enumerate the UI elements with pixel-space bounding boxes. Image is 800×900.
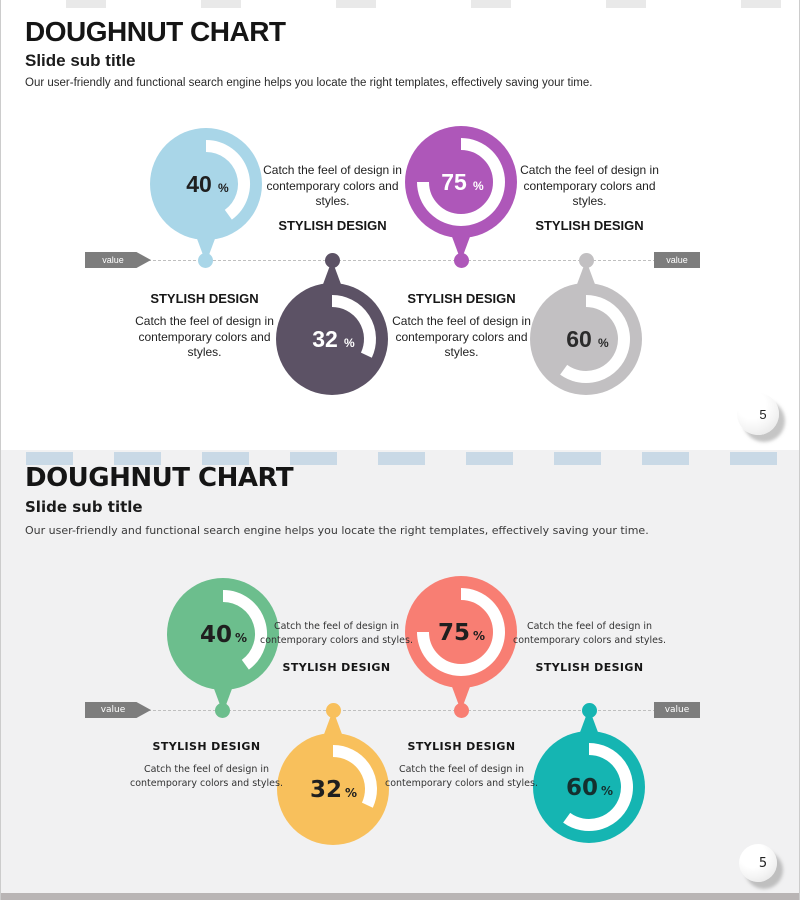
doughnut-balloon-40: 40 % bbox=[167, 578, 279, 713]
doughnut-arc bbox=[417, 588, 505, 676]
timeline-dot bbox=[579, 253, 594, 268]
doughnut-balloon-60: 60 % bbox=[533, 708, 645, 843]
doughnut-balloon-32: 32 % bbox=[276, 260, 388, 395]
timeline-dashed-line bbox=[98, 710, 656, 711]
slide-1: DOUGHNUT CHART Slide sub title Our user-… bbox=[1, 0, 799, 450]
balloon-tail bbox=[196, 236, 216, 263]
balloon-tail bbox=[213, 686, 233, 713]
caption-block-32: STYLISH DESIGN Catch the feel of design … bbox=[129, 740, 284, 792]
slide-title: DOUGHNUT CHART bbox=[25, 463, 294, 493]
caption-heading: STYLISH DESIGN bbox=[278, 217, 387, 233]
slide-2: DOUGHNUT CHART Slide sub title Our user-… bbox=[1, 450, 799, 893]
balloon-tail bbox=[451, 234, 471, 261]
timeline-dot bbox=[326, 703, 341, 718]
doughnut-balloon-32: 32 % bbox=[277, 710, 389, 845]
balloon-tail bbox=[576, 260, 596, 287]
page-number: 5 bbox=[758, 855, 768, 871]
value-tag-right-label: value bbox=[664, 705, 690, 715]
caption-block-75: Catch the feel of design in contemporary… bbox=[512, 620, 667, 674]
percent-value: 40 bbox=[200, 622, 232, 648]
timeline-dashed-line bbox=[98, 260, 656, 261]
percent-value: 40 bbox=[186, 171, 212, 197]
balloon-tail bbox=[323, 710, 343, 737]
caption-block-32: STYLISH DESIGN Catch the feel of design … bbox=[127, 291, 282, 361]
timeline-dot bbox=[454, 253, 469, 268]
balloon-tail bbox=[451, 684, 471, 711]
slide-subtitle: Slide sub title bbox=[25, 51, 136, 70]
slide-description: Our user-friendly and functional search … bbox=[25, 524, 649, 537]
caption-heading: STYLISH DESIGN bbox=[535, 217, 644, 233]
doughnut-arc bbox=[417, 138, 505, 226]
value-tag-right: value bbox=[654, 702, 700, 718]
caption-block-40: Catch the feel of design in contemporary… bbox=[255, 163, 410, 233]
caption-heading: STYLISH DESIGN bbox=[535, 660, 644, 674]
value-tag-right: value bbox=[654, 252, 700, 268]
timeline-dot bbox=[198, 253, 213, 268]
percent-sign: % bbox=[598, 336, 609, 350]
slide-title: DOUGHNUT CHART bbox=[25, 16, 286, 47]
percent-value: 32 bbox=[310, 777, 342, 803]
balloon-tail bbox=[579, 708, 599, 735]
caption-heading: STYLISH DESIGN bbox=[150, 291, 259, 306]
doughnut-arc bbox=[331, 295, 376, 358]
percent-sign: % bbox=[473, 629, 485, 643]
page-edge-dashes-top bbox=[1, 0, 799, 8]
caption-body: Catch the feel of design in contemporary… bbox=[135, 314, 274, 360]
page-edge-dashes-slide2 bbox=[1, 452, 799, 465]
value-tag-left-label: value bbox=[100, 705, 126, 715]
timeline-dot bbox=[325, 253, 340, 268]
percent-value: 60 bbox=[566, 326, 592, 352]
doughnut-balloon-60: 60 % bbox=[530, 260, 642, 395]
doughnut-arc bbox=[222, 590, 267, 670]
caption-body: Catch the feel of design in contemporary… bbox=[263, 163, 402, 209]
caption-body: Catch the feel of design in contemporary… bbox=[512, 621, 666, 647]
timeline-dot bbox=[215, 703, 230, 718]
caption-block-60: STYLISH DESIGN Catch the feel of design … bbox=[384, 291, 539, 361]
percent-sign: % bbox=[235, 631, 247, 645]
percent-sign: % bbox=[345, 786, 357, 800]
doughnut-arc bbox=[205, 140, 250, 220]
percent-sign: % bbox=[601, 784, 613, 798]
doughnut-balloon-75: 75 % bbox=[405, 126, 517, 261]
page-number-sphere: 5 bbox=[737, 393, 779, 435]
value-tag-right-label: value bbox=[666, 255, 688, 265]
caption-body: Catch the feel of design in contemporary… bbox=[129, 764, 283, 790]
percent-sign: % bbox=[344, 336, 355, 350]
caption-heading: STYLISH DESIGN bbox=[407, 740, 516, 753]
percent-value: 32 bbox=[312, 326, 338, 352]
percent-sign: % bbox=[218, 181, 229, 195]
caption-body: Catch the feel of design in contemporary… bbox=[520, 163, 659, 209]
caption-heading: STYLISH DESIGN bbox=[152, 740, 261, 753]
caption-heading: STYLISH DESIGN bbox=[282, 660, 391, 674]
slide-description: Our user-friendly and functional search … bbox=[25, 77, 593, 89]
percent-value: 60 bbox=[566, 775, 598, 801]
percent-value: 75 bbox=[441, 169, 467, 195]
caption-body: Catch the feel of design in contemporary… bbox=[259, 621, 413, 647]
doughnut-arc bbox=[332, 745, 377, 808]
value-tag-left-label: value bbox=[102, 255, 124, 265]
balloon-tail bbox=[322, 260, 342, 287]
doughnut-arc bbox=[560, 295, 630, 383]
percent-sign: % bbox=[473, 179, 484, 193]
timeline-dot bbox=[454, 703, 469, 718]
bottom-border-bar bbox=[1, 893, 799, 900]
value-tag-left: value bbox=[85, 702, 151, 718]
caption-body: Catch the feel of design in contemporary… bbox=[384, 764, 538, 790]
caption-block-75: Catch the feel of design in contemporary… bbox=[512, 163, 667, 233]
slide-subtitle: Slide sub title bbox=[25, 498, 143, 516]
caption-block-60: STYLISH DESIGN Catch the feel of design … bbox=[384, 740, 539, 792]
caption-body: Catch the feel of design in contemporary… bbox=[392, 314, 531, 360]
doughnut-arc bbox=[563, 743, 633, 831]
page-number-sphere: 5 bbox=[739, 844, 777, 882]
value-tag-left: value bbox=[85, 252, 151, 268]
doughnut-balloon-40: 40 % bbox=[150, 128, 262, 263]
percent-value: 75 bbox=[438, 620, 470, 646]
caption-heading: STYLISH DESIGN bbox=[407, 291, 516, 306]
caption-block-40: Catch the feel of design in contemporary… bbox=[259, 620, 414, 674]
page-number: 5 bbox=[759, 406, 767, 422]
doughnut-balloon-75: 75 % bbox=[405, 576, 517, 711]
timeline-dot bbox=[582, 703, 597, 718]
